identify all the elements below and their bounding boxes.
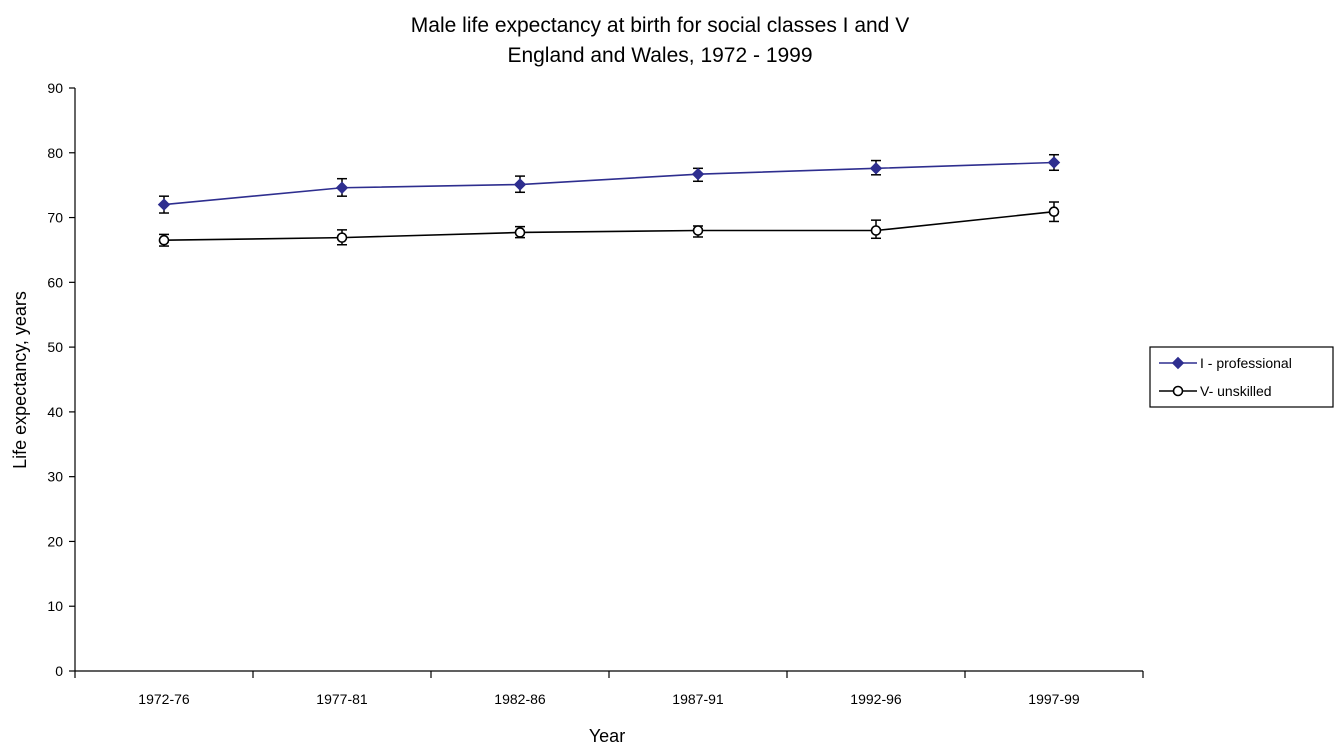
- series-line-0: [163, 161, 1055, 206]
- y-tick-label: 10: [47, 598, 63, 614]
- data-point: [513, 178, 527, 191]
- legend-marker-0: [1171, 356, 1185, 370]
- data-point: [157, 198, 171, 211]
- data-point: [692, 225, 704, 236]
- x-tick-label: 1992-96: [850, 691, 902, 707]
- y-tick-label: 60: [47, 274, 63, 290]
- data-point: [158, 234, 170, 246]
- data-point: [1047, 156, 1061, 169]
- y-tick-label: 50: [47, 339, 63, 355]
- data-point: [1048, 206, 1060, 218]
- y-tick-label: 40: [47, 404, 63, 420]
- legend-label-0: I - professional: [1200, 355, 1292, 371]
- y-tick-label: 90: [47, 80, 63, 96]
- y-tick-label: 20: [47, 533, 63, 549]
- data-point: [336, 232, 348, 243]
- x-tick-label: 1997-99: [1028, 691, 1080, 707]
- legend-box: [1149, 346, 1334, 408]
- data-point: [335, 181, 349, 194]
- x-tick-label: 1987-91: [672, 691, 724, 707]
- y-axis-title: Life expectancy, years: [10, 291, 30, 469]
- series-line-1: [163, 210, 1055, 242]
- legend-label-1: V- unskilled: [1200, 383, 1272, 399]
- y-tick-label: 70: [47, 210, 63, 226]
- legend: I - professional V- unskilled: [1149, 346, 1334, 408]
- y-tick-label: 30: [47, 469, 63, 485]
- legend-marker-1: [1172, 385, 1184, 397]
- chart-subtitle: England and Wales, 1972 - 1999: [507, 44, 812, 67]
- x-tick-label: 1982-86: [494, 691, 546, 707]
- y-tick-label: 80: [47, 145, 63, 161]
- data-point: [870, 225, 882, 236]
- plot-area: 0 10 20 30 40 50 60 70 80 90 1972-76 1977-81 1982-86…: [47, 80, 1144, 707]
- data-point: [691, 167, 705, 181]
- x-tick-label: 1977-81: [316, 691, 368, 707]
- x-axis-title: Year: [589, 726, 625, 746]
- data-point: [514, 227, 526, 238]
- x-tick-label: 1972-76: [138, 691, 190, 707]
- y-tick-label: 0: [55, 663, 63, 679]
- chart-title: Male life expectancy at birth for social…: [411, 14, 909, 37]
- data-point: [869, 162, 883, 175]
